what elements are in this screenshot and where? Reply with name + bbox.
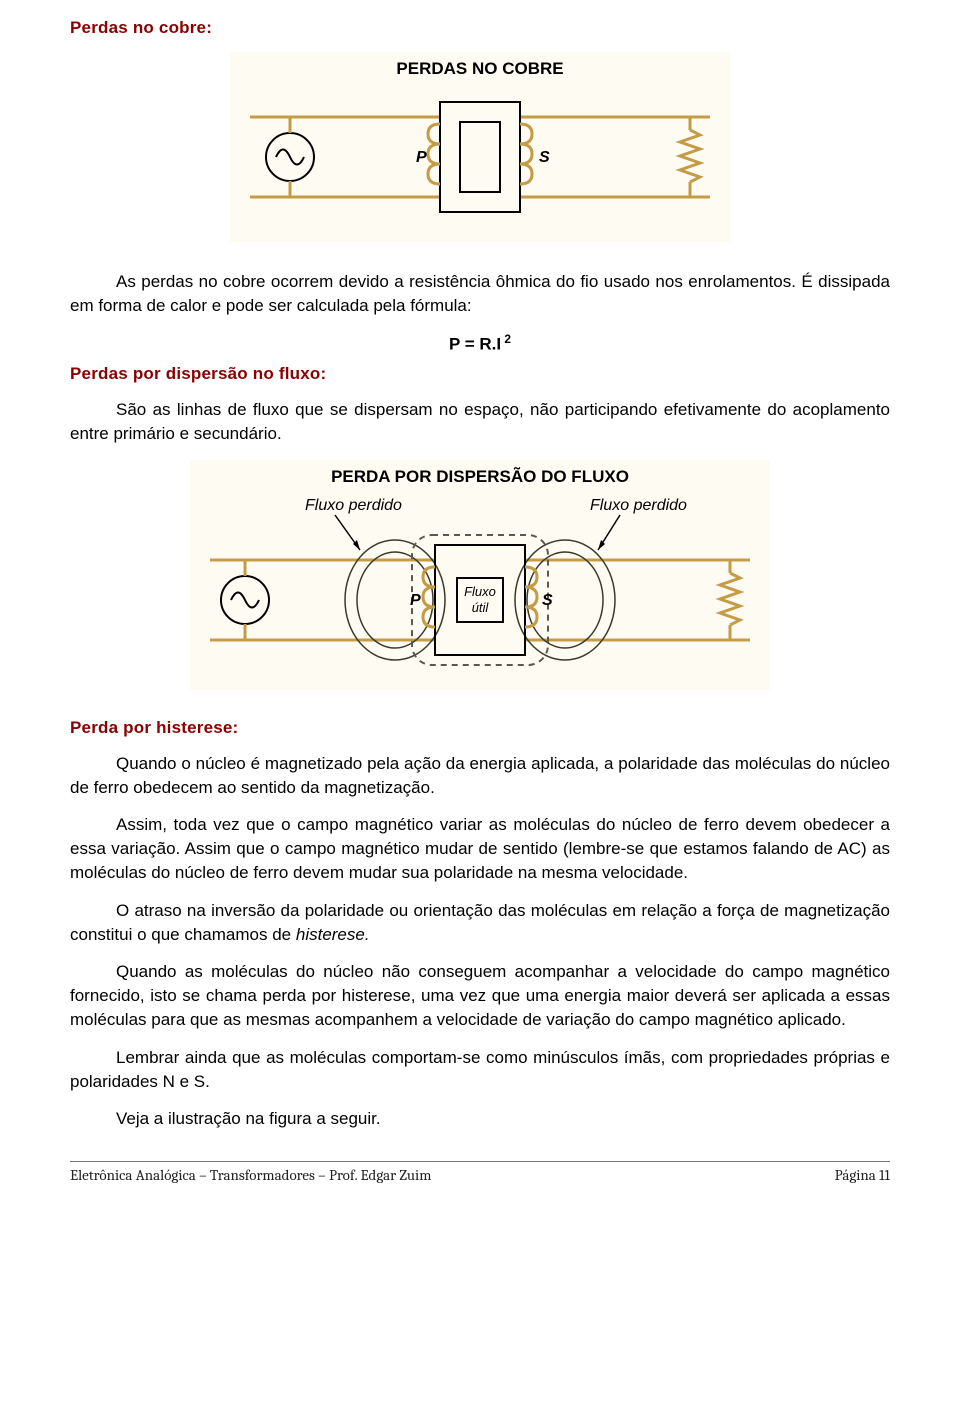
diagram2-title: PERDA POR DISPERSÃO DO FLUXO <box>331 466 629 486</box>
heading-dispersao: Perdas por dispersão no fluxo: <box>70 364 890 384</box>
footer-left: Eletrônica Analógica – Transformadores –… <box>70 1166 431 1184</box>
diagram2-label-p: P <box>410 592 421 609</box>
diagram-dispersao: PERDA POR DISPERSÃO DO FLUXO Fluxo perdi… <box>70 460 890 690</box>
para-hist-4: Quando as moléculas do núcleo não conseg… <box>70 960 890 1031</box>
para-dispersao-1: São as linhas de fluxo que se dispersam … <box>70 398 890 446</box>
diagram2-flux-right: Fluxo perdido <box>590 497 687 514</box>
diagram2-flux-left: Fluxo perdido <box>305 497 402 514</box>
svg-dispersao: PERDA POR DISPERSÃO DO FLUXO Fluxo perdi… <box>190 460 770 690</box>
svg-text:útil: útil <box>472 600 490 615</box>
svg-text:Fluxo: Fluxo <box>464 584 496 599</box>
heading-perdas-cobre: Perdas no cobre: <box>70 18 890 38</box>
para-hist-1: Quando o núcleo é magnetizado pela ação … <box>70 752 890 800</box>
footer-right: Página 11 <box>835 1166 890 1184</box>
heading-histerese: Perda por histerese: <box>70 718 890 738</box>
footer: Eletrônica Analógica – Transformadores –… <box>70 1161 890 1184</box>
para-cobre-1: As perdas no cobre ocorrem devido a resi… <box>70 270 890 318</box>
diagram-perdas-cobre: PERDAS NO COBRE <box>70 52 890 242</box>
para-hist-3: O atraso na inversão da polaridade ou or… <box>70 899 890 947</box>
para-hist-6: Veja a ilustração na figura a seguir. <box>70 1107 890 1131</box>
diagram2-label-s: S <box>542 592 553 609</box>
svg-perdas-cobre: PERDAS NO COBRE <box>230 52 730 242</box>
para-hist-5: Lembrar ainda que as moléculas comportam… <box>70 1046 890 1094</box>
diagram1-label-s: S <box>539 149 550 166</box>
diagram1-label-p: P <box>416 149 427 166</box>
diagram1-title: PERDAS NO COBRE <box>396 59 563 78</box>
formula-cobre: P = R.I 2 <box>70 332 890 355</box>
para-hist-2: Assim, toda vez que o campo magnético va… <box>70 813 890 884</box>
